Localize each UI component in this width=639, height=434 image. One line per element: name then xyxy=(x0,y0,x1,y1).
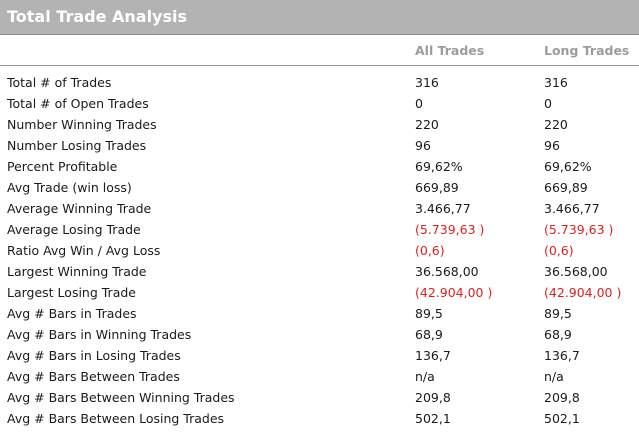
row-label: Avg # Bars in Losing Trades xyxy=(7,348,181,363)
row-label: Largest Losing Trade xyxy=(7,285,136,300)
table-row: Avg # Bars in Trades 89,5 89,5 xyxy=(0,303,639,324)
table-row: Avg # Bars in Losing Trades 136,7 136,7 xyxy=(0,345,639,366)
all-trades-value: 68,9 xyxy=(415,327,443,342)
long-trades-value: 209,8 xyxy=(544,390,580,405)
row-label: Average Losing Trade xyxy=(7,222,141,237)
row-label: Avg Trade (win loss) xyxy=(7,180,132,195)
long-trades-value: 220 xyxy=(544,117,568,132)
row-label: Largest Winning Trade xyxy=(7,264,147,279)
all-trades-value: 669,89 xyxy=(415,180,459,195)
page-title: Total Trade Analysis xyxy=(7,7,188,26)
all-trades-value: 36.568,00 xyxy=(415,264,479,279)
table-row: Number Losing Trades 96 96 xyxy=(0,135,639,156)
all-trades-value: 96 xyxy=(415,138,431,153)
all-trades-value: 3.466,77 xyxy=(415,201,471,216)
all-trades-value: (5.739,63 ) xyxy=(415,222,485,237)
row-label: Avg # Bars Between Losing Trades xyxy=(7,411,225,426)
all-trades-value: (42.904,00 ) xyxy=(415,285,493,300)
long-trades-value: 89,5 xyxy=(544,306,572,321)
row-label: Ratio Avg Win / Avg Loss xyxy=(7,243,161,258)
table-row: Total # of Open Trades 0 0 xyxy=(0,93,639,114)
all-trades-value: 0 xyxy=(415,96,423,111)
column-header-all-trades: All Trades xyxy=(415,43,485,58)
row-label: Average Winning Trade xyxy=(7,201,152,216)
table-row: Largest Losing Trade (42.904,00 ) (42.904,… xyxy=(0,282,639,303)
long-trades-value: 502,1 xyxy=(544,411,580,426)
long-trades-value: 0 xyxy=(544,96,552,111)
row-label: Avg # Bars in Trades xyxy=(7,306,137,321)
all-trades-value: 89,5 xyxy=(415,306,443,321)
table-row: Avg # Bars in Winning Trades 68,9 68,9 xyxy=(0,324,639,345)
header-bar: Total Trade Analysis xyxy=(0,0,639,35)
long-trades-value: 69,62% xyxy=(544,159,592,174)
table-row: Average Winning Trade 3.466,77 3.466,77 xyxy=(0,198,639,219)
table-row: Avg # Bars Between Winning Trades 209,8 20… xyxy=(0,387,639,408)
column-headers: All Trades Long Trades xyxy=(0,35,639,66)
long-trades-value: n/a xyxy=(544,369,564,384)
table-row: Percent Profitable 69,62% 69,62% xyxy=(0,156,639,177)
row-label: Total # of Open Trades xyxy=(7,96,149,111)
table-row: Total # of Trades 316 316 xyxy=(0,72,639,93)
row-label: Avg # Bars Between Trades xyxy=(7,369,180,384)
table-row: Ratio Avg Win / Avg Loss (0,6) (0,6) xyxy=(0,240,639,261)
table-row: Avg # Bars Between Losing Trades 502,1 502… xyxy=(0,408,639,429)
long-trades-value: 3.466,77 xyxy=(544,201,600,216)
all-trades-value: 502,1 xyxy=(415,411,451,426)
row-label: Avg # Bars Between Winning Trades xyxy=(7,390,235,405)
long-trades-value: (0,6) xyxy=(544,243,574,258)
long-trades-value: 136,7 xyxy=(544,348,580,363)
trade-analysis-table: Total # of Trades 316 316 Total # of Open T… xyxy=(0,72,639,429)
row-label: Total # of Trades xyxy=(7,75,112,90)
column-header-long-trades: Long Trades xyxy=(544,43,630,58)
table-row: Number Winning Trades 220 220 xyxy=(0,114,639,135)
row-label: Percent Profitable xyxy=(7,159,118,174)
all-trades-value: n/a xyxy=(415,369,435,384)
long-trades-value: 669,89 xyxy=(544,180,588,195)
table-row: Avg Trade (win loss) 669,89 669,89 xyxy=(0,177,639,198)
all-trades-value: (0,6) xyxy=(415,243,445,258)
row-label: Number Losing Trades xyxy=(7,138,147,153)
all-trades-value: 316 xyxy=(415,75,439,90)
table-row: Average Losing Trade (5.739,63 ) (5.739,63… xyxy=(0,219,639,240)
table-row: Avg # Bars Between Trades n/a n/a xyxy=(0,366,639,387)
all-trades-value: 220 xyxy=(415,117,439,132)
table-row: Largest Winning Trade 36.568,00 36.568,00 xyxy=(0,261,639,282)
long-trades-value: 68,9 xyxy=(544,327,572,342)
long-trades-value: 316 xyxy=(544,75,568,90)
long-trades-value: (42.904,00 ) xyxy=(544,285,622,300)
long-trades-value: (5.739,63 ) xyxy=(544,222,614,237)
all-trades-value: 209,8 xyxy=(415,390,451,405)
all-trades-value: 69,62% xyxy=(415,159,463,174)
long-trades-value: 36.568,00 xyxy=(544,264,608,279)
row-label: Avg # Bars in Winning Trades xyxy=(7,327,192,342)
long-trades-value: 96 xyxy=(544,138,560,153)
row-label: Number Winning Trades xyxy=(7,117,157,132)
all-trades-value: 136,7 xyxy=(415,348,451,363)
